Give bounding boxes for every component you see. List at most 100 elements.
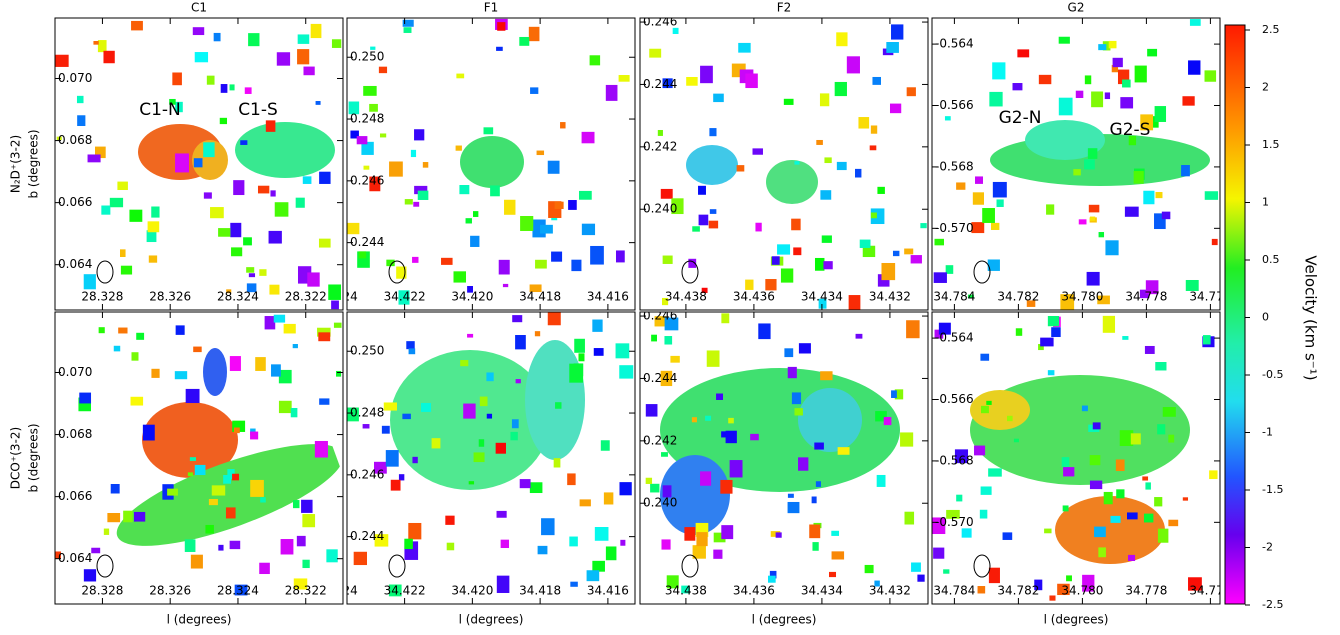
noise-pixel [1046,204,1054,214]
noise-pixel [877,187,884,194]
noise-pixel [606,85,618,101]
noise-pixel [120,249,126,257]
noise-pixel [175,371,187,379]
y-tick-label: 0.064 [58,551,92,565]
x-tick-label: 28.328 [81,290,123,304]
noise-pixel [831,531,839,536]
noise-pixel [616,343,630,358]
noise-pixel [1048,316,1059,326]
y-tick-label: 0.244 [350,529,384,543]
noise-pixel [992,62,1005,79]
noise-pixel [515,335,526,349]
noise-pixel [737,165,745,171]
noise-pixel [1113,58,1123,67]
noise-pixel [347,223,359,234]
noise-pixel [865,565,874,573]
noise-pixel [230,84,235,90]
noise-pixel [230,223,241,237]
colorbar-tick-label: 2 [1262,81,1269,94]
panel-title: F2 [777,1,792,15]
noise-pixel [838,447,850,455]
noise-pixel [855,169,861,178]
noise-pixel [745,280,753,290]
noise-pixel [1103,316,1115,333]
noise-pixel [753,148,763,154]
x-tick-label: 34.438 [665,290,707,304]
noise-pixel [1116,489,1124,498]
noise-pixel [809,524,820,538]
noise-pixel [117,182,128,190]
noise-pixel [812,542,818,551]
noise-pixel [319,172,330,184]
noise-pixel [1122,80,1131,88]
y-tick-label: -0.566 [935,98,974,112]
noise-pixel [1147,49,1157,57]
x-tick-label: 34.436 [733,290,775,304]
noise-pixel [193,27,204,35]
colorbar-tick-label: 0.5 [1262,253,1280,266]
noise-pixel [587,570,600,581]
y-tick-label: 0.246 [643,15,677,29]
noise-pixel [721,313,729,323]
noise-pixel [386,450,399,467]
noise-pixel [296,198,305,208]
colorbar-tick-label: -0.5 [1262,368,1283,381]
noise-pixel [250,432,258,440]
noise-pixel [877,475,886,487]
y-tick-label: 0.240 [643,202,677,216]
noise-pixel [405,199,413,204]
colorbar-tick-label: -2.5 [1262,598,1283,611]
noise-pixel [226,507,236,518]
noise-pixel [982,208,995,223]
noise-pixel [664,336,672,345]
noise-pixel [788,367,797,378]
x-tick-label: 34.784 [933,584,975,598]
beam [97,261,113,283]
y-tick-label: -0.564 [935,331,974,345]
annotation: C1-N [139,100,181,120]
noise-pixel [519,37,529,46]
noise-pixel [148,221,160,232]
x-tick-label: 34.778 [1125,290,1167,304]
noise-pixel [118,328,127,334]
noise-pixel [447,543,454,551]
noise-pixel [110,198,123,207]
noise-pixel [975,176,983,183]
noise-pixel [79,393,91,404]
noise-pixel [791,219,800,231]
x-tick-label: 34.782 [997,290,1039,304]
noise-pixel [793,247,801,255]
noise-pixel [233,180,244,195]
noise-pixel [933,548,944,559]
x-tick-label: 34.418 [519,584,561,598]
noise-pixel [205,525,213,534]
noise-pixel [1014,439,1019,443]
noise-pixel [336,371,341,377]
y-tick-label: 0.064 [58,257,92,271]
x-tick-label: 34.418 [519,290,561,304]
noise-pixel [496,443,506,454]
noise-pixel [707,350,720,366]
noise-pixel [1155,192,1162,198]
noise-pixel [504,200,515,215]
noise-pixel [590,55,600,65]
y-tick-label: 0.068 [58,427,92,441]
noise-pixel [646,404,658,416]
noise-pixel [207,76,215,85]
noise-pixel [538,546,548,554]
noise-pixel [441,258,453,265]
x-tick-label: 34.436 [733,584,775,598]
noise-pixel [380,133,386,137]
noise-pixel [412,457,417,463]
noise-pixel [872,77,881,85]
noise-pixel [114,346,120,352]
noise-pixel [223,475,231,484]
noise-pixel [293,500,299,508]
noise-pixel [408,523,421,539]
x-tick-label: 28.326 [149,290,191,304]
noise-pixel [578,353,584,361]
noise-pixel [1105,92,1110,99]
noise-pixel [651,335,657,342]
noise-pixel [554,458,561,467]
noise-pixel [195,52,208,62]
